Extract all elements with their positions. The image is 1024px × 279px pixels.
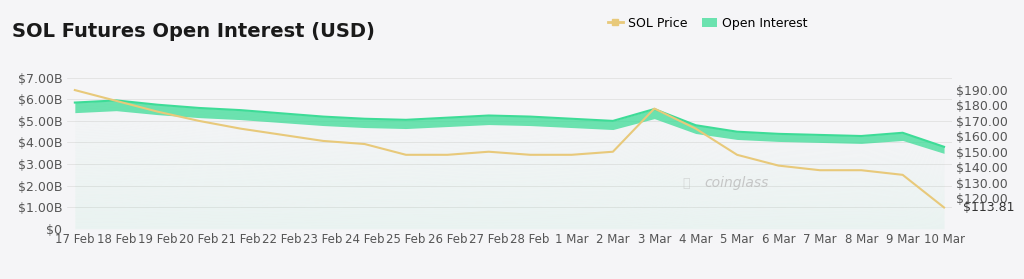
Text: $113.81: $113.81 [963, 201, 1015, 214]
Text: coinglass: coinglass [705, 177, 769, 191]
Text: SOL Futures Open Interest (USD): SOL Futures Open Interest (USD) [12, 22, 375, 41]
Legend: SOL Price, Open Interest: SOL Price, Open Interest [603, 12, 813, 35]
Text: 🐘: 🐘 [682, 177, 689, 190]
